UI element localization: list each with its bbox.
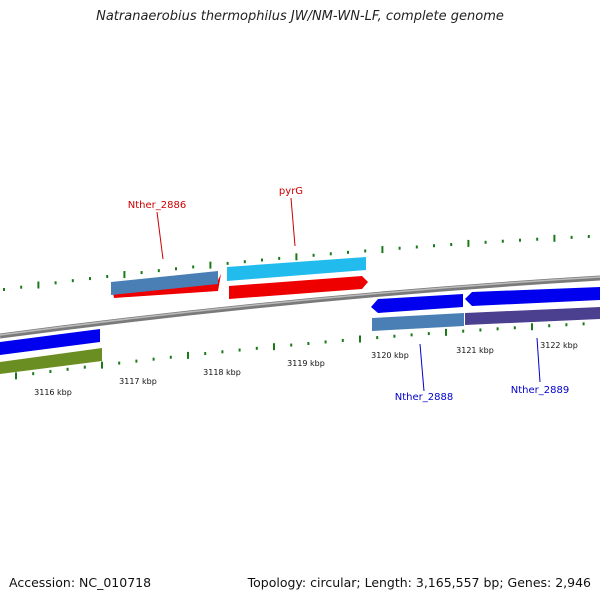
gene-pyrG[interactable] xyxy=(227,257,366,281)
leader-Nther_2886 xyxy=(156,211,164,260)
scale-label-3120: 3120 kbp xyxy=(371,351,409,360)
scale-label-3121: 3121 kbp xyxy=(456,346,494,355)
label-Nther_2889: Nther_2889 xyxy=(511,385,569,396)
label-Nther_2886: Nther_2886 xyxy=(128,200,186,211)
gene-Nther_2889[interactable] xyxy=(465,307,600,325)
leader-Nther_2888 xyxy=(419,343,425,392)
label-pyrG: pyrG xyxy=(279,186,303,197)
scale-label-3119: 3119 kbp xyxy=(287,359,325,368)
accession-text: Accession: NC_010718 xyxy=(9,575,152,590)
scale-label-3118: 3118 kbp xyxy=(203,368,241,377)
topology-text: Topology: circular; Length: 3,165,557 bp… xyxy=(247,575,591,590)
genome-title: Natranaerobius thermophilus JW/NM-WN-LF,… xyxy=(96,9,504,24)
gene-Nther_2889-cds[interactable] xyxy=(465,287,600,306)
scale-label-3122: 3122 kbp xyxy=(540,341,578,350)
scale-label-3117: 3117 kbp xyxy=(119,377,157,386)
gene-pyrG-cds[interactable] xyxy=(229,276,368,299)
gene-Nther_2888-cds[interactable] xyxy=(371,294,463,313)
leader-pyrG xyxy=(290,197,296,247)
gene-Nther_2888[interactable] xyxy=(372,313,464,331)
label-Nther_2888: Nther_2888 xyxy=(395,392,453,403)
gene-left-blue[interactable] xyxy=(0,329,100,355)
gene-left-olive[interactable] xyxy=(0,348,102,374)
scale-label-3116: 3116 kbp xyxy=(34,388,72,397)
gene-Nther_2886[interactable] xyxy=(111,271,218,295)
lower-tick-row xyxy=(15,322,585,380)
genome-backbone xyxy=(0,275,600,339)
leader-Nther_2889 xyxy=(536,337,541,383)
upper-tick-row xyxy=(3,234,590,291)
